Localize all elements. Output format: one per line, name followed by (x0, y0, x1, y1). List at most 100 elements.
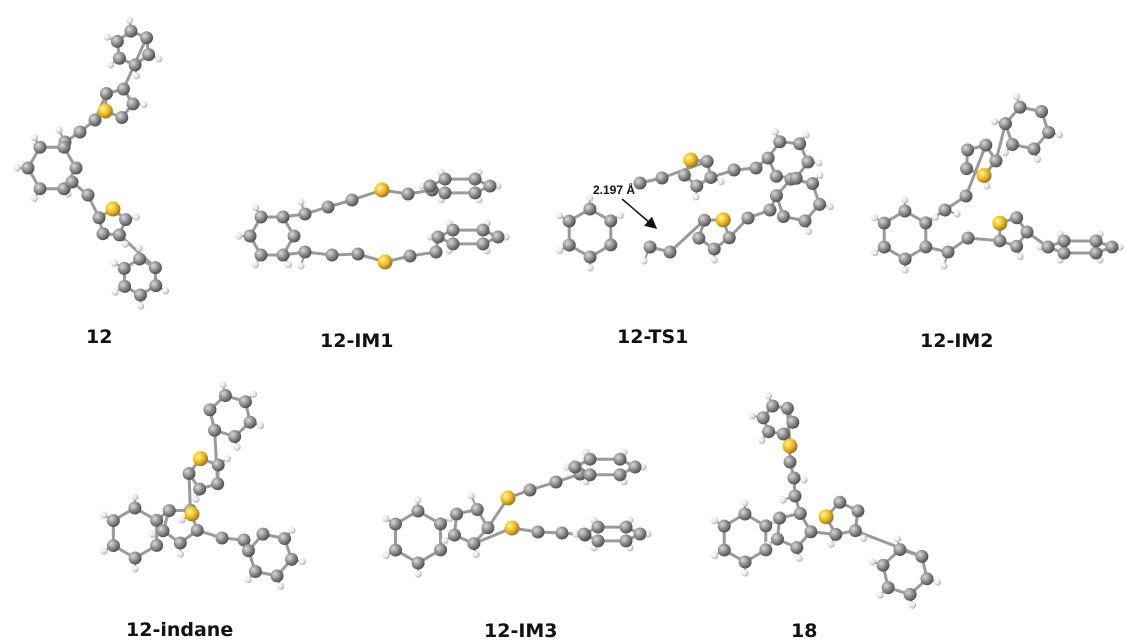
carbon-atom (34, 141, 47, 154)
carbon-atom (962, 232, 975, 245)
carbon-atom (118, 280, 131, 293)
carbon-atom (492, 231, 505, 244)
carbon-atom (620, 534, 633, 547)
carbon-atom (107, 539, 120, 552)
carbon-atom (919, 240, 932, 253)
carbon-atom (634, 528, 647, 541)
carbon-atom (66, 176, 79, 189)
hydrogen-atom (742, 569, 749, 576)
carbon-atom (877, 559, 890, 572)
carbon-atom (899, 252, 912, 265)
hydrogen-atom (122, 241, 129, 248)
hydrogen-atom (177, 550, 184, 557)
carbon-atom (211, 477, 224, 490)
carbon-atom (471, 503, 484, 516)
hydrogen-atom (252, 204, 259, 211)
carbon-atom (124, 25, 137, 38)
carbon-atom (203, 403, 216, 416)
carbon-atom (789, 490, 802, 503)
structure-12-im2-atoms (871, 93, 1124, 273)
carbon-atom (216, 532, 229, 545)
hydrogen-atom (235, 232, 242, 239)
carbon-atom (770, 170, 783, 183)
hydrogen-atom (983, 183, 990, 190)
ts1-distance-label: 2.197 Å (593, 183, 635, 197)
carbon-atom (999, 117, 1012, 130)
carbon-atom (430, 246, 443, 259)
hydrogen-atom (104, 33, 111, 40)
carbon-atom (979, 139, 992, 152)
hydrogen-atom (107, 61, 114, 68)
carbon-atom (704, 171, 717, 184)
carbon-atom (149, 279, 162, 292)
carbon-atom (270, 569, 283, 582)
label-12: 12 (86, 326, 112, 348)
hydrogen-atom (1056, 131, 1063, 138)
carbon-atom (115, 111, 128, 124)
carbon-atom (584, 250, 597, 263)
hydrogen-atom (299, 558, 306, 565)
hydrogen-atom (297, 262, 304, 269)
carbon-atom (563, 239, 576, 252)
hydrogen-atom (245, 576, 252, 583)
hydrogen-atom (126, 17, 133, 24)
carbon-atom (257, 528, 270, 541)
carbon-atom (759, 519, 772, 532)
carbon-atom (484, 180, 497, 193)
carbon-atom (174, 536, 187, 549)
carbon-atom (1014, 101, 1027, 114)
carbon-atom (524, 484, 537, 497)
carbon-atom (738, 508, 751, 521)
hydrogen-atom (871, 214, 878, 221)
hydrogen-atom (556, 247, 563, 254)
carbon-atom (1090, 247, 1103, 260)
hydrogen-atom (800, 476, 807, 483)
carbon-atom (878, 241, 891, 254)
hydrogen-atom (415, 570, 422, 577)
carbon-atom (960, 190, 973, 203)
hydrogen-atom (869, 558, 876, 565)
hydrogen-atom (382, 515, 389, 522)
carbon-atom (111, 35, 124, 48)
hydrogen-atom (894, 535, 901, 542)
carbon-atom (788, 472, 801, 485)
carbon-atom (939, 204, 952, 217)
carbon-atom (352, 248, 365, 261)
hydrogen-atom (252, 261, 259, 268)
hydrogen-atom (758, 437, 765, 444)
carbon-atom (777, 427, 790, 440)
carbon-atom (285, 553, 298, 566)
carbon-atom (723, 231, 736, 244)
carbon-atom (739, 555, 752, 568)
hydrogen-atom (932, 214, 939, 221)
hydrogen-atom (1016, 253, 1023, 260)
carbon-atom (448, 529, 461, 542)
carbon-atom (1042, 241, 1055, 254)
carbon-atom (288, 230, 301, 243)
label-18: 18 (791, 620, 817, 642)
hydrogen-atom (288, 527, 295, 534)
hydrogen-atom (111, 259, 118, 266)
sulfur-atom (783, 439, 798, 454)
hydrogen-atom (556, 212, 563, 219)
hydrogen-atom (233, 444, 240, 451)
carbon-atom (1090, 234, 1103, 247)
carbon-atom (629, 461, 642, 474)
structure-12-atoms (13, 17, 169, 310)
carbon-atom (1058, 247, 1071, 260)
carbon-atom (434, 543, 447, 556)
carbon-atom (239, 395, 252, 408)
sulfur-atom (98, 104, 113, 119)
carbon-atom (58, 141, 71, 154)
carbon-atom (592, 534, 605, 547)
sulfur-atom (185, 507, 200, 522)
hydrogen-atom (827, 541, 834, 548)
carbon-atom (718, 544, 731, 557)
carbon-atom (961, 143, 974, 156)
carbon-atom (804, 525, 817, 538)
carbon-atom (93, 211, 106, 224)
carbon-atom (904, 588, 917, 601)
hydrogen-atom (1013, 93, 1020, 100)
carbon-atom (790, 172, 803, 185)
carbon-atom (993, 234, 1006, 247)
